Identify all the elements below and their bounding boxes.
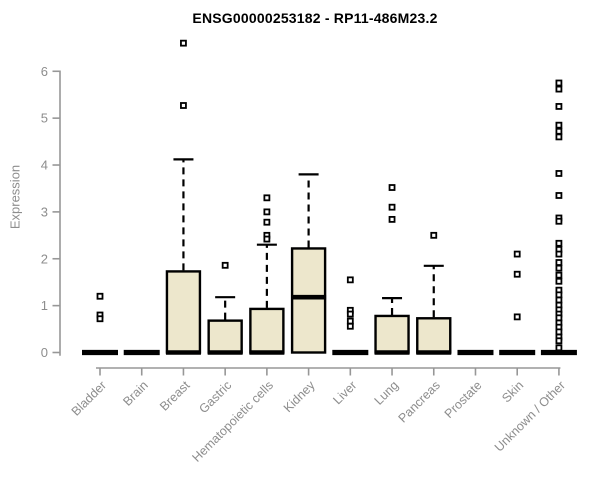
outlier-point: [555, 133, 563, 141]
x-tick-label: Lung: [372, 378, 402, 408]
box-rect: [165, 270, 202, 354]
outlier-point: [513, 270, 521, 278]
outlier-point: [96, 315, 104, 323]
outlier-point: [430, 231, 438, 239]
box-group: [499, 250, 536, 356]
box-group: [540, 79, 577, 356]
outlier-point: [555, 79, 563, 87]
y-tick-label: 2: [41, 251, 48, 266]
outlier-point: [263, 194, 271, 202]
y-tick-label: 0: [41, 345, 48, 360]
outlier-point: [555, 192, 563, 199]
x-tick-label: Brain: [120, 378, 151, 409]
outlier-point: [388, 184, 396, 191]
outlier-point: [346, 322, 354, 330]
y-tick-label: 6: [41, 64, 48, 79]
x-tick-label: Hematopoietic cells: [189, 378, 276, 465]
box-rect: [374, 314, 410, 354]
outlier-point: [555, 127, 563, 135]
outlier-point: [555, 328, 563, 336]
x-tick-label: Bladder: [69, 378, 109, 418]
outlier-point: [555, 291, 563, 299]
y-tick-label: 4: [41, 158, 48, 173]
outlier-point: [263, 235, 271, 243]
box-group: [290, 173, 327, 354]
outlier-point: [388, 203, 396, 211]
box-group: [332, 276, 369, 356]
x-tick-label: Gastric: [196, 378, 234, 416]
box-rect: [207, 319, 243, 354]
x-tick-label: Pancreas: [396, 378, 443, 425]
outlier-point: [555, 259, 563, 266]
outlier-point: [346, 310, 354, 318]
x-tick-label: Liver: [330, 378, 359, 407]
outlier-point: [513, 313, 521, 321]
outlier-point: [180, 39, 187, 47]
outlier-point: [263, 208, 271, 216]
y-tick-label: 5: [41, 111, 48, 126]
y-tick-label: 3: [41, 204, 48, 219]
outlier-point: [346, 317, 354, 325]
outlier-point: [555, 217, 563, 225]
x-tick-label: Unknown / Other: [492, 378, 568, 454]
outlier-point: [388, 215, 396, 223]
box-rect: [416, 317, 452, 354]
x-tick-label: Skin: [499, 378, 526, 405]
outlier-point: [555, 264, 563, 272]
outlier-point: [513, 250, 521, 258]
outlier-point: [555, 314, 563, 322]
outlier-point: [555, 85, 563, 93]
outlier-point: [555, 103, 563, 110]
outlier-point: [555, 337, 563, 345]
box-group: [165, 39, 202, 355]
box-group: [416, 231, 452, 355]
outlier-point: [555, 250, 563, 258]
x-tick-label: Prostate: [442, 378, 485, 421]
y-axis: 0 1 2 3 4 5 6: [41, 64, 61, 360]
outlier-point: [180, 102, 187, 109]
x-tick-label: Breast: [157, 378, 193, 414]
outlier-point: [263, 218, 271, 226]
outlier-point: [221, 261, 229, 269]
box-rect: [249, 307, 285, 354]
outlier-point: [555, 344, 563, 352]
box-group: [249, 194, 285, 355]
outlier-point: [96, 292, 104, 300]
outlier-point: [346, 276, 354, 284]
y-tick-label: 1: [41, 298, 48, 313]
x-tick-label: Kidney: [281, 378, 318, 415]
outlier-point: [555, 271, 563, 279]
outlier-point: [555, 277, 563, 285]
outlier-point: [555, 296, 563, 304]
box-group: [82, 292, 118, 356]
chart-title: ENSG00000253182 - RP11-486M23.2: [192, 10, 438, 26]
outlier-point: [555, 121, 563, 129]
outlier-point: [555, 170, 563, 177]
box-group: [207, 261, 243, 355]
box-rect: [290, 247, 327, 354]
box-group: [374, 184, 410, 355]
outlier-point: [555, 239, 563, 247]
